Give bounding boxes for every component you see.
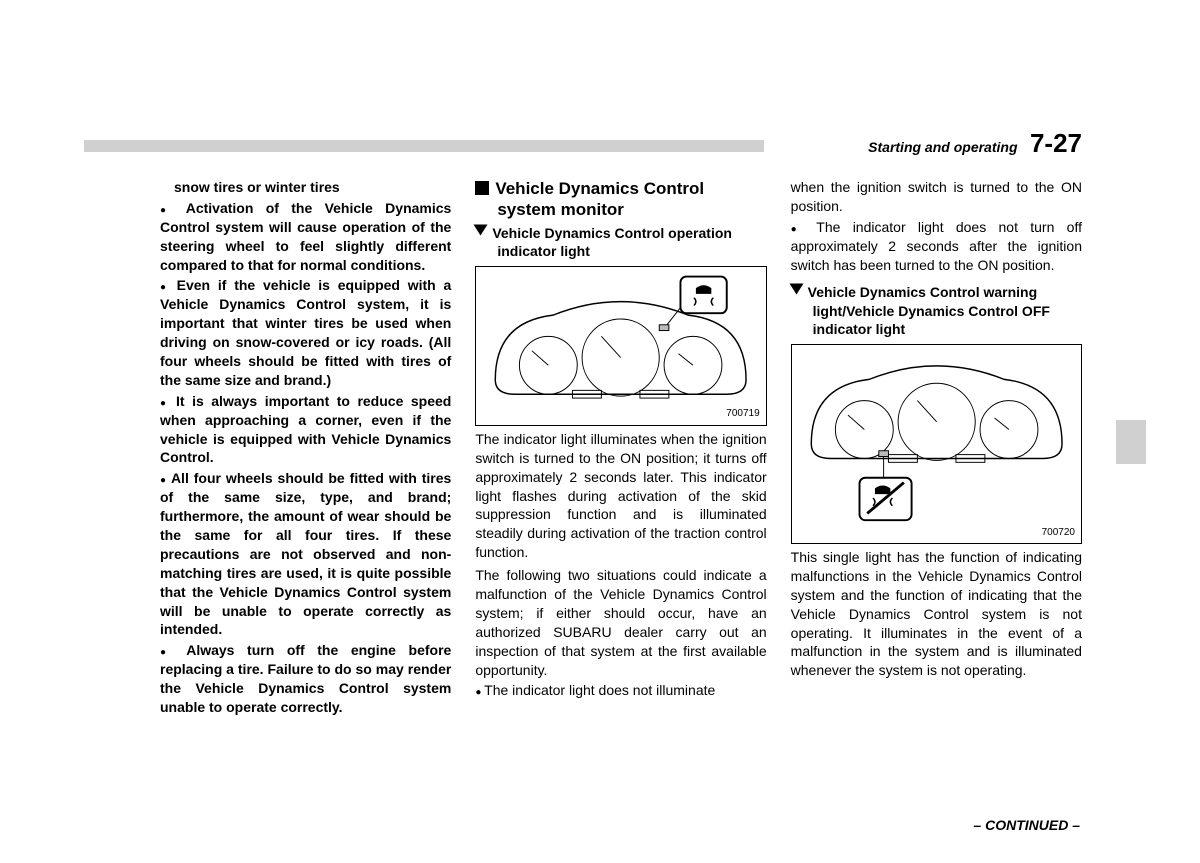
column-1: snow tires or winter tires Activation of… <box>160 178 451 719</box>
col2-h2-text: Vehicle Dynamics Control system monitor <box>495 179 704 219</box>
col2-p2: The following two situations could indic… <box>475 566 766 679</box>
column-2: Vehicle Dynamics Control system monitor … <box>475 178 766 719</box>
col3-bullet-1: The indicator light does not turn off ap… <box>791 218 1082 275</box>
header-gray-bar <box>84 140 764 152</box>
col1-bullet-5: Always turn off the engine before replac… <box>160 641 451 717</box>
col2-heading-h3a: Vehicle Dynamics Control operation indic… <box>475 223 766 260</box>
square-bullet-icon <box>475 181 489 195</box>
triangle-bullet-icon <box>789 284 803 295</box>
figure-dashboard-off-indicator: 700720 <box>791 344 1082 544</box>
dashboard-svg-1 <box>476 267 765 425</box>
col2-bullet-1: The indicator light does not illuminate <box>475 681 766 700</box>
col3-p0: when the ignition switch is turned to th… <box>791 178 1082 216</box>
column-3: when the ignition switch is turned to th… <box>791 178 1082 719</box>
col2-p1: The indicator light illuminates when the… <box>475 430 766 562</box>
page-edge-tab <box>1116 420 1146 464</box>
col1-bullet-2: Even if the vehicle is equipped with a V… <box>160 276 451 389</box>
header-section-title: Starting and operating <box>868 139 1017 155</box>
figure-1-id: 700719 <box>726 407 759 421</box>
col1-bullet-3: It is always important to reduce speed w… <box>160 392 451 468</box>
col2-h3a-text: Vehicle Dynamics Control operation indic… <box>492 225 732 259</box>
col1-bullet-1: Activation of the Vehicle Dynamics Contr… <box>160 199 451 275</box>
col1-line0: snow tires or winter tires <box>160 178 451 197</box>
dashboard-svg-2 <box>792 345 1081 543</box>
col1-bullet-4: All four wheels should be fitted with ti… <box>160 469 451 639</box>
page-header: Starting and operating 7-27 <box>868 128 1082 159</box>
figure-2-id: 700720 <box>1042 526 1075 540</box>
col2-heading-h2: Vehicle Dynamics Control system monitor <box>475 178 766 221</box>
header-page-number: 7-27 <box>1030 128 1082 158</box>
page-content: snow tires or winter tires Activation of… <box>160 178 1082 719</box>
col3-p1: This single light has the function of in… <box>791 548 1082 680</box>
col3-heading-h3b: Vehicle Dynamics Control warning light/V… <box>791 282 1082 338</box>
triangle-bullet-icon <box>474 224 488 235</box>
continued-marker: – CONTINUED – <box>973 817 1080 833</box>
figure-dashboard-indicator: 700719 <box>475 266 766 426</box>
col3-h3b-text: Vehicle Dynamics Control warning light/V… <box>808 284 1050 336</box>
